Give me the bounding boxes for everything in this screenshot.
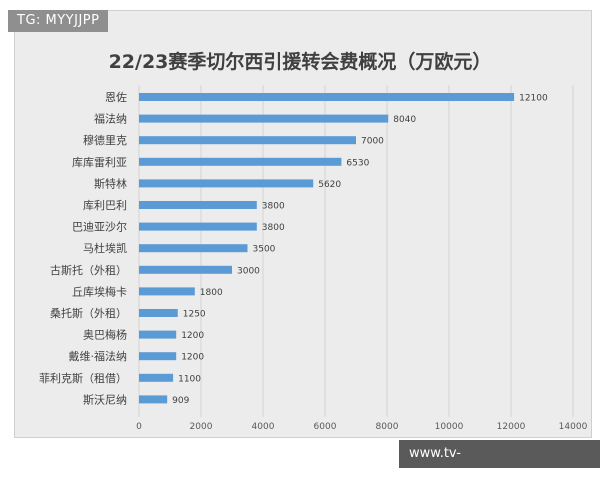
category-label: 库库雷利亚: [72, 156, 127, 169]
data-label: 1250: [183, 310, 206, 320]
bar: [139, 201, 257, 209]
chart-frame: 0 2000 4000 6000 8000 10000 12000 14000 恩佐 12100 福…: [14, 10, 592, 438]
x-tick-label: 8000: [376, 422, 399, 432]
bar: [139, 222, 257, 231]
category-label: 奥巴梅杨: [83, 328, 127, 342]
data-label: 12100: [519, 94, 548, 104]
site-watermark: www.tv-xingkonggames.com: [399, 440, 600, 489]
bar: [139, 373, 174, 382]
bar: [139, 244, 248, 253]
bar: [139, 136, 356, 145]
category-label: 恩佐: [105, 90, 127, 104]
data-label: 1100: [178, 374, 201, 384]
x-tick-label: 0: [136, 422, 142, 432]
data-label: 7000: [361, 137, 384, 147]
data-label: 6530: [346, 158, 369, 168]
category-label: 斯特林: [94, 176, 127, 190]
category-label: 戴维·福法纳: [69, 349, 128, 363]
data-label: 3800: [262, 223, 285, 233]
data-label: 3800: [262, 202, 285, 212]
bar: [139, 93, 515, 101]
bar: [139, 330, 177, 339]
tg-watermark: TG: MYYJJPP: [8, 10, 109, 32]
x-tick-label: 12000: [497, 422, 526, 432]
x-tick-label: 10000: [435, 422, 464, 432]
category-label: 库利巴利: [83, 199, 127, 212]
category-label: 福法纳: [94, 112, 127, 126]
x-tick-label: 14000: [559, 422, 588, 432]
bar-chart: 0 2000 4000 6000 8000 10000 12000 14000 恩佐 12100 福…: [39, 85, 588, 432]
bar: [139, 352, 177, 361]
data-label: 5620: [318, 180, 341, 190]
data-label: 1200: [181, 331, 204, 341]
bar: [139, 157, 342, 166]
bar: [139, 114, 389, 123]
bar: [139, 179, 314, 188]
x-tick-label: 4000: [252, 422, 275, 432]
data-label: 909: [172, 396, 189, 406]
bar: [139, 287, 195, 296]
category-label: 桑托斯（外租）: [50, 306, 127, 320]
x-tick-label: 6000: [314, 422, 337, 432]
data-label: 8040: [393, 115, 416, 125]
category-label: 穆德里克: [83, 133, 127, 147]
category-label: 菲利克斯（租借）: [39, 372, 127, 385]
category-label: 古斯托（外租）: [50, 263, 127, 277]
category-label: 马杜埃凯: [83, 241, 127, 255]
data-label: 3000: [237, 266, 260, 276]
x-tick-label: 2000: [190, 422, 213, 432]
data-label: 1800: [200, 288, 223, 298]
category-label: 丘库埃梅卡: [72, 284, 127, 298]
data-label: 1200: [181, 353, 204, 363]
bar: [139, 395, 168, 404]
data-label: 3500: [253, 245, 276, 255]
category-label: 斯沃尼纳: [83, 393, 127, 406]
category-label: 巴迪亚沙尔: [72, 221, 127, 234]
chart-title: 22/23赛季切尔西引援转会费概况（万欧元）: [108, 51, 492, 73]
bar: [139, 309, 178, 317]
bar: [139, 265, 232, 274]
